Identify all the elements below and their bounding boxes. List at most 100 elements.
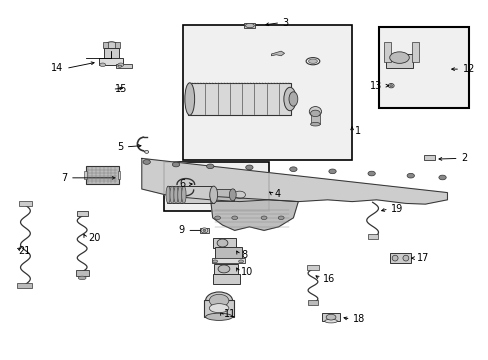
Bar (17, 283, 32, 288)
Ellipse shape (245, 23, 254, 28)
Ellipse shape (100, 63, 105, 67)
Ellipse shape (325, 314, 335, 320)
Ellipse shape (201, 228, 207, 233)
Ellipse shape (389, 52, 408, 63)
Ellipse shape (324, 319, 337, 323)
Ellipse shape (165, 186, 170, 203)
Bar (378, 27, 468, 108)
Bar (389, 253, 410, 263)
Bar (411, 42, 418, 62)
Ellipse shape (209, 294, 228, 307)
Text: 20: 20 (88, 233, 100, 243)
Ellipse shape (172, 162, 180, 167)
Text: 14: 14 (51, 63, 63, 73)
Ellipse shape (143, 160, 150, 164)
Bar (77, 211, 88, 216)
Ellipse shape (233, 191, 245, 198)
Text: 6: 6 (179, 179, 185, 189)
Text: 16: 16 (322, 274, 334, 284)
Bar (19, 201, 32, 206)
Ellipse shape (173, 186, 178, 203)
Bar (102, 42, 107, 48)
Ellipse shape (209, 304, 228, 312)
Ellipse shape (214, 216, 220, 220)
Bar (307, 300, 317, 305)
Ellipse shape (238, 260, 243, 263)
Ellipse shape (387, 84, 393, 88)
Ellipse shape (402, 255, 408, 261)
Bar (84, 171, 86, 179)
Polygon shape (271, 51, 284, 56)
Text: 5: 5 (117, 142, 123, 152)
Bar (244, 23, 255, 28)
Ellipse shape (389, 85, 392, 87)
Text: 13: 13 (369, 81, 382, 91)
Ellipse shape (278, 216, 284, 220)
Bar (204, 300, 233, 317)
Bar (183, 25, 351, 160)
Ellipse shape (78, 276, 86, 280)
Ellipse shape (218, 265, 229, 273)
Ellipse shape (118, 65, 122, 67)
Ellipse shape (308, 59, 317, 63)
Ellipse shape (203, 229, 205, 231)
Bar (212, 274, 239, 284)
Bar (215, 189, 233, 201)
Text: 1: 1 (354, 126, 360, 136)
Text: 7: 7 (61, 173, 67, 183)
Bar (163, 162, 268, 211)
Ellipse shape (367, 171, 375, 176)
Text: 15: 15 (115, 84, 127, 94)
Ellipse shape (289, 167, 297, 172)
Bar (116, 64, 132, 68)
Ellipse shape (205, 292, 232, 309)
Ellipse shape (169, 186, 174, 203)
Ellipse shape (184, 83, 194, 115)
Ellipse shape (177, 186, 182, 203)
Text: 21: 21 (19, 246, 31, 256)
Text: 8: 8 (241, 249, 247, 260)
Bar (99, 58, 123, 65)
Ellipse shape (217, 239, 227, 247)
Bar (199, 228, 209, 233)
Bar (424, 155, 434, 160)
Bar (212, 238, 236, 248)
Bar (215, 247, 242, 260)
Text: 4: 4 (274, 189, 281, 199)
Ellipse shape (144, 150, 148, 153)
Bar (306, 265, 318, 270)
Polygon shape (210, 196, 298, 230)
Ellipse shape (310, 122, 320, 126)
Ellipse shape (308, 107, 321, 117)
Text: 10: 10 (241, 267, 253, 277)
Text: 18: 18 (352, 314, 365, 324)
Bar (103, 48, 119, 58)
Text: 12: 12 (462, 64, 474, 74)
Bar (85, 166, 119, 184)
Bar (367, 234, 378, 239)
Ellipse shape (438, 175, 446, 180)
Bar (76, 270, 88, 276)
Ellipse shape (182, 186, 185, 203)
Bar (118, 171, 120, 179)
Polygon shape (142, 158, 447, 204)
Bar (321, 313, 340, 321)
Text: 2: 2 (460, 153, 467, 163)
Bar (115, 42, 120, 48)
Bar (386, 54, 412, 68)
Ellipse shape (231, 216, 237, 220)
Ellipse shape (104, 42, 119, 52)
Bar (167, 186, 213, 203)
Ellipse shape (245, 165, 253, 170)
Ellipse shape (261, 216, 266, 220)
Ellipse shape (229, 189, 236, 201)
Ellipse shape (205, 313, 232, 320)
Bar (188, 83, 290, 115)
Ellipse shape (328, 169, 336, 174)
Ellipse shape (310, 110, 320, 117)
Ellipse shape (406, 174, 414, 178)
Ellipse shape (391, 255, 397, 261)
Ellipse shape (212, 260, 217, 263)
Text: 3: 3 (282, 18, 288, 28)
Ellipse shape (209, 186, 217, 203)
